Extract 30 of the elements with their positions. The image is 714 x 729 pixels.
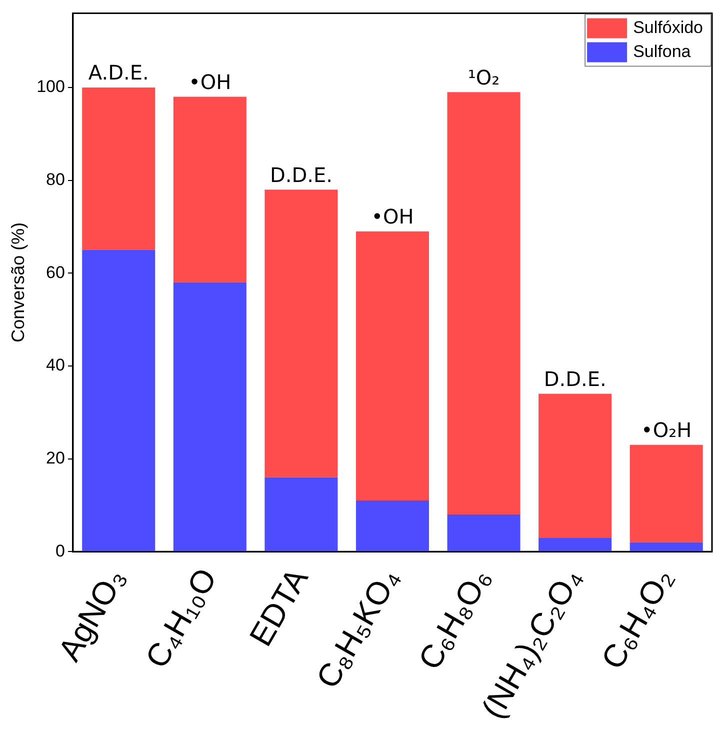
- legend-label: Sulfona: [633, 42, 692, 61]
- annotation: A.D.E.: [88, 60, 149, 85]
- annotation: D.D.E.: [270, 162, 332, 187]
- y-tick-label: 80: [46, 170, 65, 189]
- bar: [356, 500, 429, 552]
- legend-label: Sulfóxido: [633, 18, 704, 37]
- y-tick-label: 60: [46, 262, 65, 282]
- y-axis-title: Conversão (%): [8, 222, 28, 342]
- bar: [173, 282, 246, 552]
- y-tick-label: 20: [46, 448, 65, 468]
- bar: [264, 477, 338, 552]
- y-tick-label: 40: [46, 356, 65, 375]
- bar: [356, 231, 429, 501]
- annotation: •OH: [188, 70, 232, 94]
- bar: [538, 538, 612, 552]
- annotation: D.D.E.: [544, 367, 606, 391]
- y-tick-label: 0: [55, 541, 65, 560]
- y-tick-label: 100: [36, 77, 65, 96]
- annotation: •O₂H: [641, 418, 692, 442]
- bar: [173, 96, 246, 282]
- bar: [82, 87, 156, 250]
- bar: [630, 444, 703, 542]
- bar: [630, 542, 703, 552]
- annotation: •OH: [371, 204, 414, 229]
- bar: [264, 190, 338, 478]
- bar: [82, 250, 156, 552]
- bar: [447, 514, 520, 552]
- annotation: ¹O₂: [468, 65, 500, 90]
- bar: [447, 92, 520, 514]
- bar: [538, 394, 612, 538]
